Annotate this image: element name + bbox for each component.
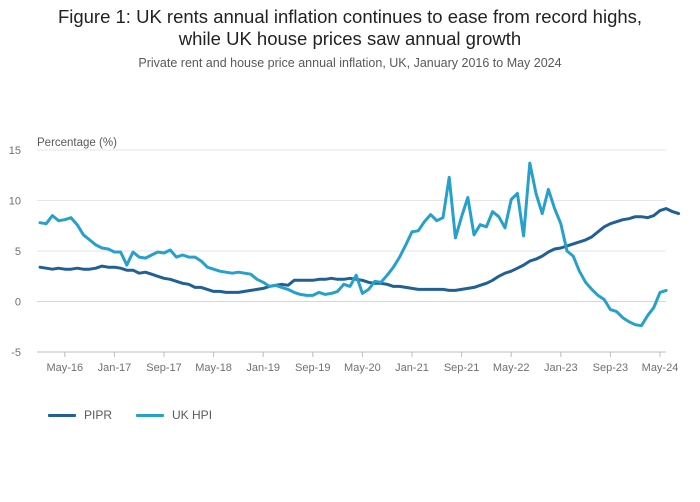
y-axis-ticks: 15 10 5 0 -5 xyxy=(9,145,21,359)
x-tick-label: May-18 xyxy=(195,362,232,374)
y-tick-label: 15 xyxy=(9,145,21,157)
y-tick-label: -5 xyxy=(11,347,21,359)
x-tick-label: Jan-21 xyxy=(395,362,429,374)
x-tick-label: Sep-17 xyxy=(146,362,181,374)
legend-item-uk-hpi: UK HPI xyxy=(136,408,212,422)
x-axis-ticks: May-16 Jan-17 Sep-17 May-18 Jan-19 Sep-19 May-… xyxy=(46,352,678,374)
x-tick-label: May-22 xyxy=(493,362,530,374)
x-tick-label: May-20 xyxy=(344,362,381,374)
x-tick-label: Sep-19 xyxy=(295,362,330,374)
x-tick-label: Jan-17 xyxy=(98,362,132,374)
x-tick-label: Sep-21 xyxy=(444,362,479,374)
chart-subtitle: Private rent and house price annual infl… xyxy=(138,56,562,70)
y-axis-label: Percentage (%) xyxy=(37,137,117,149)
x-tick-label: Jan-19 xyxy=(246,362,280,374)
y-tick-label: 0 xyxy=(15,297,21,309)
x-tick-label: Sep-23 xyxy=(593,362,628,374)
series-lines xyxy=(38,161,681,328)
grid-lines xyxy=(37,149,666,353)
chart-title-line-2: while UK house prices saw annual growth xyxy=(178,28,522,49)
line-chart: Percentage (%) 15 10 5 0 -5 May-16 Jan-17 Sep-… xyxy=(9,137,681,374)
y-tick-label: 10 xyxy=(9,196,21,208)
legend-swatch-pipr xyxy=(48,413,76,417)
legend: PIPR UK HPI xyxy=(48,408,236,422)
x-tick-label: May-24 xyxy=(642,362,679,374)
series-line-uk-hpi xyxy=(38,161,668,328)
x-tick-label: May-16 xyxy=(46,362,83,374)
legend-label-uk-hpi: UK HPI xyxy=(172,408,213,422)
y-tick-label: 5 xyxy=(15,246,21,258)
legend-swatch-uk-hpi xyxy=(136,413,165,417)
legend-item-pipr: PIPR xyxy=(48,408,112,422)
legend-label-pipr: PIPR xyxy=(84,408,113,422)
x-tick-label: Jan-23 xyxy=(544,362,578,374)
chart-title: Figure 1: UK rents annual inflation cont… xyxy=(0,6,700,50)
chart-title-line-1: Figure 1: UK rents annual inflation cont… xyxy=(57,6,643,27)
